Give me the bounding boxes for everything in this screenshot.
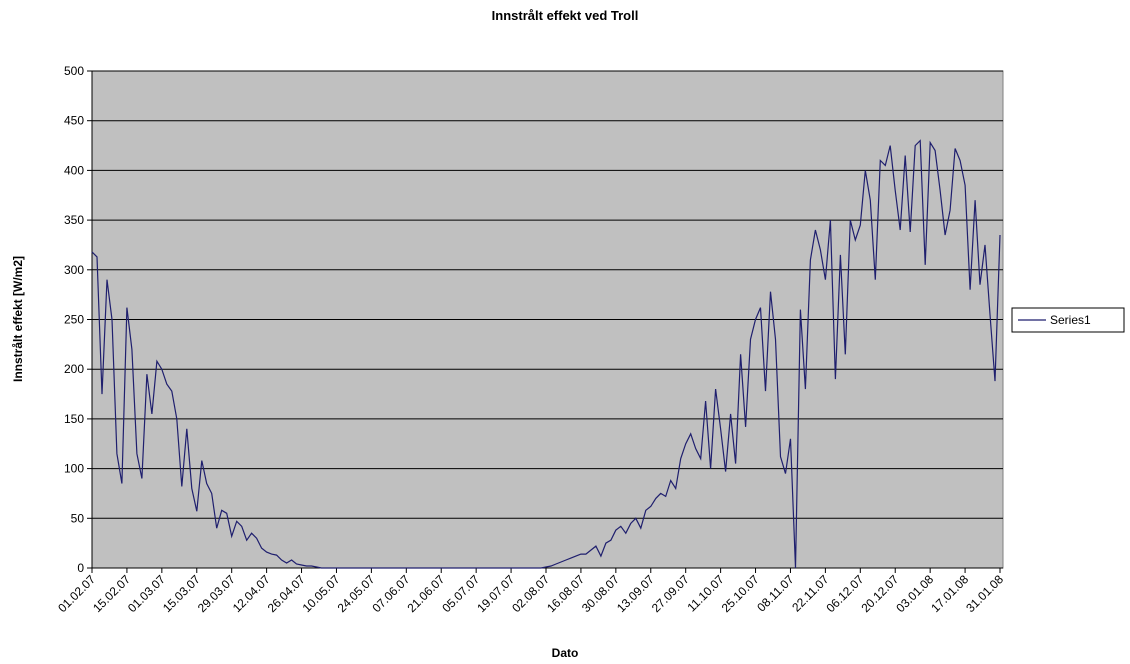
y-tick-label: 300 (64, 263, 84, 277)
y-tick-label: 100 (64, 462, 84, 476)
y-axis-label: Innstrålt effekt [W/m2] (11, 256, 25, 382)
data-line (91, 139, 1001, 569)
x-tick-label: 13.09.07 (614, 572, 657, 615)
x-tick-label: 15.03.07 (160, 572, 203, 615)
x-tick-label: 06.12.07 (823, 572, 866, 615)
x-tick-label: 31.01.08 (963, 572, 1006, 615)
y-tick-label: 350 (64, 213, 84, 227)
x-tick-label: 10.05.07 (300, 572, 343, 615)
x-tick-label: 27.09.07 (649, 572, 692, 615)
x-tick-label: 05.07.07 (439, 572, 482, 615)
x-tick-label: 26.04.07 (265, 572, 308, 615)
x-tick-label: 29.03.07 (195, 572, 238, 615)
y-tick-label: 0 (77, 561, 84, 575)
x-tick-label: 01.02.07 (55, 572, 98, 615)
x-tick-label: 30.08.07 (579, 572, 622, 615)
x-tick-label: 16.08.07 (544, 572, 587, 615)
x-tick-label: 24.05.07 (335, 572, 378, 615)
x-axis-label: Dato (552, 646, 579, 660)
x-tick-label: 07.06.07 (369, 572, 412, 615)
x-tick-label: 01.03.07 (125, 572, 168, 615)
x-tick-label: 25.10.07 (719, 572, 762, 615)
y-tick-label: 150 (64, 412, 84, 426)
x-tick-label: 12.04.07 (230, 572, 273, 615)
x-tick-label: 02.08.07 (509, 572, 552, 615)
y-tick-label: 250 (64, 313, 84, 327)
x-tick-label: 21.06.07 (404, 572, 447, 615)
x-tick-label: 15.02.07 (90, 572, 133, 615)
x-tick-label: 19.07.07 (474, 572, 517, 615)
x-tick-label: 20.12.07 (858, 572, 901, 615)
y-tick-label: 400 (64, 163, 84, 177)
x-tick-label: 08.11.07 (754, 572, 797, 615)
y-tick-label: 500 (64, 64, 84, 78)
x-tick-label: 03.01.08 (893, 572, 936, 615)
y-tick-label: 200 (64, 362, 84, 376)
legend-label: Series1 (1050, 313, 1091, 327)
chart-title: Innstrålt effekt ved Troll (492, 8, 639, 23)
y-tick-label: 450 (64, 114, 84, 128)
y-tick-label: 50 (71, 511, 85, 525)
x-tick-label: 17.01.08 (928, 572, 971, 615)
